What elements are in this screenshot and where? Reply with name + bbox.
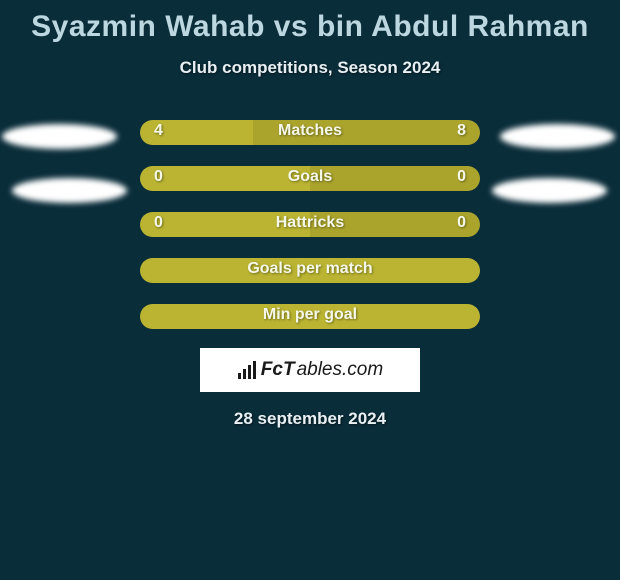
logo-bars-icon	[237, 360, 259, 380]
stat-value-right: 8	[457, 122, 466, 140]
stat-value-left: 0	[154, 168, 163, 186]
fctables-logo: FcTables.com	[237, 359, 383, 381]
stat-label: Matches	[140, 122, 480, 140]
stat-label: Goals per match	[140, 260, 480, 278]
stat-rows: Matches48Goals00Hattricks00Goals per mat…	[0, 120, 620, 329]
stat-value-left: 4	[154, 122, 163, 140]
stat-label: Goals	[140, 168, 480, 186]
stat-row: Min per goal	[140, 304, 480, 329]
decorative-oval	[2, 124, 117, 149]
decorative-oval	[500, 124, 615, 149]
stat-row: Matches4 8	[140, 120, 480, 145]
stat-value-right: 0	[457, 214, 466, 232]
decorative-oval	[492, 178, 607, 203]
subtitle: Club competitions, Season 2024	[0, 58, 620, 78]
logo-box: FcTables.com	[200, 348, 420, 392]
stat-row: Goals0 0	[140, 166, 480, 191]
stat-row: Hattricks0 0	[140, 212, 480, 237]
page-title: Syazmin Wahab vs bin Abdul Rahman	[0, 0, 620, 44]
stat-value-right: 0	[457, 168, 466, 186]
stat-label: Min per goal	[140, 306, 480, 324]
stat-label: Hattricks	[140, 214, 480, 232]
logo-text-strong: FcT	[261, 359, 295, 381]
decorative-oval	[12, 178, 127, 203]
stat-row: Goals per match	[140, 258, 480, 283]
stat-value-left: 0	[154, 214, 163, 232]
date-text: 28 september 2024	[0, 409, 620, 429]
logo-text-rest: ables.com	[297, 359, 384, 381]
